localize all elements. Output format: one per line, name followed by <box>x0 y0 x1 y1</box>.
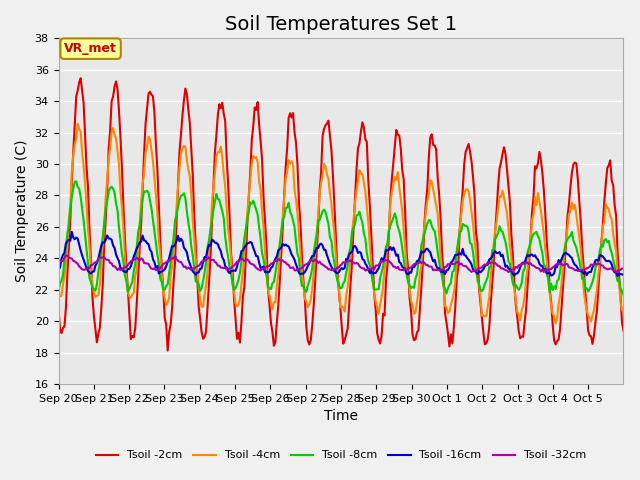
Tsoil -16cm <box>618 271 626 277</box>
Tsoil -8cm <box>93 282 100 288</box>
Tsoil -2cm <box>93 339 100 345</box>
Tsoil -8cm <box>459 221 467 227</box>
Tsoil -32cm <box>347 257 355 263</box>
Tsoil -2cm <box>618 320 626 325</box>
X-axis label: Time: Time <box>324 409 358 423</box>
Tsoil -32cm <box>76 264 83 269</box>
Tsoil -16cm <box>68 229 76 235</box>
Tsoil -32cm <box>54 260 62 265</box>
Tsoil -4cm <box>552 321 559 326</box>
Tsoil -8cm <box>617 286 625 291</box>
Line: Tsoil -8cm: Tsoil -8cm <box>58 181 623 295</box>
Tsoil -4cm <box>76 126 83 132</box>
Tsoil -2cm <box>164 348 172 353</box>
Tsoil -4cm <box>347 252 355 257</box>
Line: Tsoil -4cm: Tsoil -4cm <box>58 124 623 324</box>
Tsoil -32cm <box>618 266 626 272</box>
Tsoil -4cm <box>93 293 100 299</box>
Tsoil -16cm <box>347 250 355 256</box>
Tsoil -4cm <box>618 307 626 313</box>
Tsoil -4cm <box>459 199 467 204</box>
Tsoil -16cm <box>614 273 621 279</box>
Tsoil -2cm <box>460 162 468 168</box>
Tsoil -16cm <box>54 267 62 273</box>
Tsoil -2cm <box>54 306 62 312</box>
Tsoil -16cm <box>76 241 83 247</box>
Tsoil -4cm <box>54 291 62 297</box>
Tsoil -16cm <box>620 272 627 278</box>
Tsoil -32cm <box>620 265 627 271</box>
Tsoil -2cm <box>545 259 552 265</box>
Y-axis label: Soil Temperature (C): Soil Temperature (C) <box>15 140 29 282</box>
Tsoil -2cm <box>620 328 627 334</box>
Tsoil -8cm <box>54 288 62 294</box>
Legend: Tsoil -2cm, Tsoil -4cm, Tsoil -8cm, Tsoil -16cm, Tsoil -32cm: Tsoil -2cm, Tsoil -4cm, Tsoil -8cm, Tsoi… <box>92 446 591 465</box>
Tsoil -8cm <box>543 271 550 277</box>
Tsoil -32cm <box>543 266 550 272</box>
Tsoil -8cm <box>72 179 80 184</box>
Tsoil -16cm <box>93 260 100 266</box>
Title: Soil Temperatures Set 1: Soil Temperatures Set 1 <box>225 15 457 34</box>
Tsoil -4cm <box>74 121 81 127</box>
Tsoil -32cm <box>93 259 100 265</box>
Tsoil -4cm <box>620 309 627 314</box>
Tsoil -32cm <box>459 263 467 268</box>
Tsoil -2cm <box>74 88 81 94</box>
Line: Tsoil -2cm: Tsoil -2cm <box>58 78 623 350</box>
Tsoil -2cm <box>77 75 84 81</box>
Tsoil -16cm <box>543 271 550 276</box>
Tsoil -2cm <box>348 259 356 265</box>
Line: Tsoil -32cm: Tsoil -32cm <box>58 255 623 272</box>
Tsoil -8cm <box>76 186 83 192</box>
Text: VR_met: VR_met <box>64 42 117 55</box>
Tsoil -8cm <box>347 244 355 250</box>
Tsoil -32cm <box>63 252 71 258</box>
Tsoil -8cm <box>620 292 627 298</box>
Tsoil -32cm <box>612 269 620 275</box>
Line: Tsoil -16cm: Tsoil -16cm <box>58 232 623 276</box>
Tsoil -16cm <box>459 246 467 252</box>
Tsoil -4cm <box>543 259 550 264</box>
